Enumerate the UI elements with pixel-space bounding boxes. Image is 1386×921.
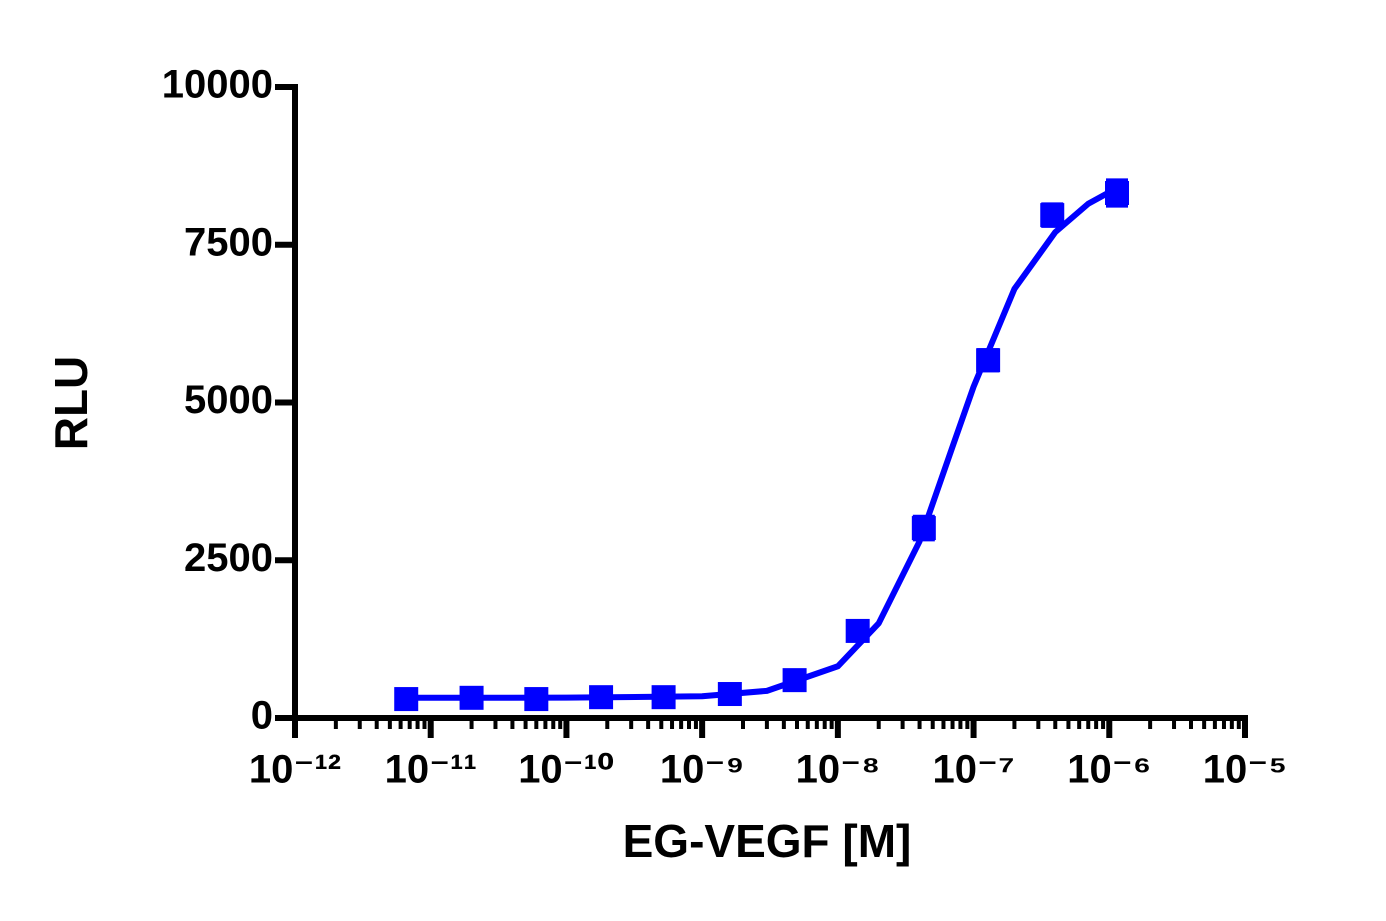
- x-tick-label: 10⁻⁸: [796, 748, 881, 792]
- x-axis-title: EG-VEGF [M]: [623, 815, 912, 867]
- y-tick-label: 10000: [162, 63, 273, 107]
- x-tick-label: 10⁻¹⁰: [518, 748, 614, 792]
- x-tick-label: 10⁻⁹: [660, 748, 745, 792]
- y-tick-label: 2500: [184, 536, 273, 580]
- y-tick-label: 7500: [184, 220, 273, 264]
- y-tick-label: 0: [251, 694, 273, 738]
- data-point: [1040, 203, 1065, 228]
- y-axis-title: RLU: [45, 356, 97, 451]
- fit-curve: [406, 185, 1119, 701]
- x-tick-label: 10⁻⁵: [1203, 748, 1287, 792]
- x-tick-label: 10⁻¹¹: [385, 748, 477, 792]
- x-tick-label: 10⁻¹²: [249, 748, 341, 792]
- x-tick-label: 10⁻⁷: [933, 748, 1015, 792]
- x-tick-label: 10⁻⁶: [1067, 748, 1151, 792]
- y-tick-label: 5000: [184, 378, 273, 422]
